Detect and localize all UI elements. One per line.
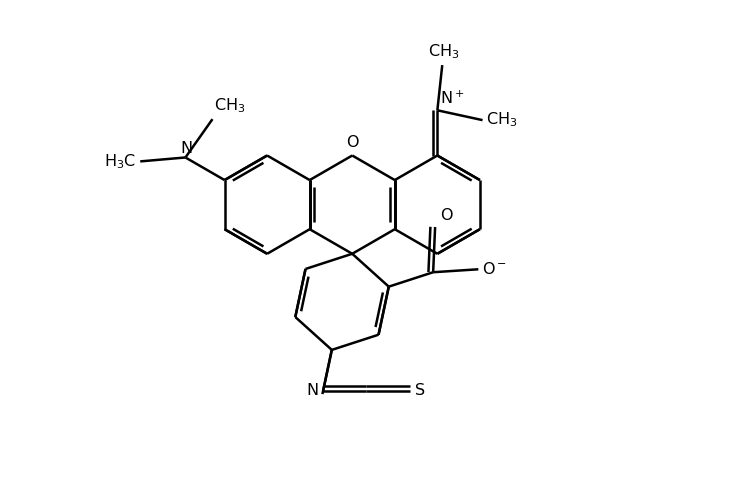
- Text: N: N: [180, 142, 193, 157]
- Text: O: O: [346, 134, 359, 149]
- Text: CH$_3$: CH$_3$: [427, 42, 459, 61]
- Text: O: O: [440, 208, 452, 223]
- Text: CH$_3$: CH$_3$: [487, 111, 518, 130]
- Text: N$^+$: N$^+$: [440, 90, 465, 107]
- Text: CH$_3$: CH$_3$: [214, 96, 246, 115]
- Text: O$^-$: O$^-$: [482, 261, 507, 277]
- Text: N: N: [306, 383, 318, 398]
- Text: H$_3$C: H$_3$C: [104, 152, 136, 171]
- Text: S: S: [414, 383, 425, 398]
